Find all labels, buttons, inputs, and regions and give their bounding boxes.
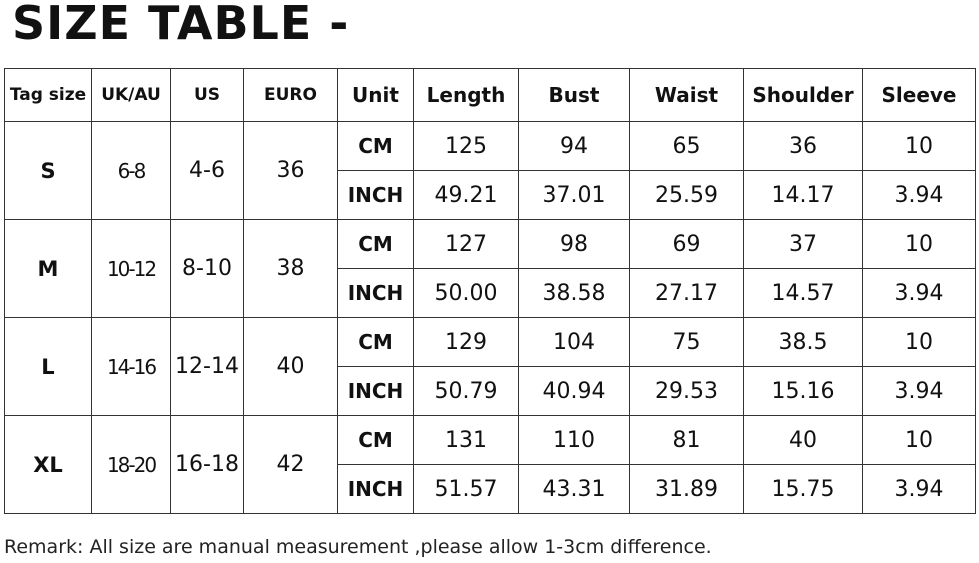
table-row: L 14-16 12-14 40 CM 129 104 75 38.5 10 [4, 317, 976, 416]
column-header: US [170, 68, 244, 122]
size-us: 12-14 [170, 317, 244, 416]
measurement-cell: 110 [518, 415, 630, 465]
unit-cell: INCH [337, 268, 414, 318]
measurement-cell: 3.94 [862, 268, 976, 318]
column-header: Bust [518, 68, 630, 122]
remark-text: Remark: All size are manual measurement … [4, 536, 712, 558]
unit-cell: INCH [337, 366, 414, 416]
table-row: S 6-8 4-6 36 CM 125 94 65 36 10 [4, 121, 976, 220]
header-row: Tag size UK/AU US EURO Unit Length Bust Waist Sh… [4, 68, 976, 122]
measurement-cell: 3.94 [862, 464, 976, 514]
measurement-cell: 10 [862, 317, 976, 367]
column-header: UK/AU [91, 68, 171, 122]
measurement-cell: 38.5 [743, 317, 863, 367]
measurement-cell: 29.53 [629, 366, 744, 416]
unit-cell: INCH [337, 170, 414, 220]
column-header: EURO [243, 68, 338, 122]
table-row: INCH 50.79 40.94 29.53 15.16 3.94 [5, 366, 976, 416]
measurement-cell: 69 [629, 219, 744, 269]
measurement-cell: 31.89 [629, 464, 744, 514]
size-euro: 36 [243, 121, 338, 220]
measurement-cell: 50.00 [413, 268, 519, 318]
unit-cell: CM [337, 317, 414, 367]
measurement-cell: 40 [743, 415, 863, 465]
measurement-cell: 81 [629, 415, 744, 465]
measurement-cell: 3.94 [862, 366, 976, 416]
measurement-cell: 125 [413, 121, 519, 171]
size-table: Tag size UK/AU US EURO Unit Length Bust Waist Sh… [4, 68, 976, 514]
column-header: Length [413, 68, 519, 122]
measurement-cell: 36 [743, 121, 863, 171]
measurement-cell: 15.16 [743, 366, 863, 416]
table-row: INCH 51.57 43.31 31.89 15.75 3.94 [5, 464, 976, 514]
size-us: 16-18 [170, 415, 244, 514]
size-tag: L [4, 317, 92, 416]
page-title: SIZE TABLE - [12, 0, 350, 50]
column-header: Shoulder [743, 68, 863, 122]
measurement-cell: 98 [518, 219, 630, 269]
measurement-cell: 50.79 [413, 366, 519, 416]
measurement-cell: 10 [862, 415, 976, 465]
size-uk: 14-16 [91, 317, 171, 416]
measurement-cell: 131 [413, 415, 519, 465]
measurement-cell: 15.75 [743, 464, 863, 514]
measurement-cell: 40.94 [518, 366, 630, 416]
measurement-cell: 27.17 [629, 268, 744, 318]
measurement-cell: 10 [862, 121, 976, 171]
unit-cell: CM [337, 219, 414, 269]
unit-cell: INCH [337, 464, 414, 514]
unit-cell: CM [337, 415, 414, 465]
size-us: 8-10 [170, 219, 244, 318]
table-row: M 10-12 8-10 38 CM 127 98 69 37 10 [4, 219, 976, 318]
column-header: Sleeve [862, 68, 976, 122]
size-uk: 6-8 [91, 121, 171, 220]
size-tag: S [4, 121, 92, 220]
measurement-cell: 38.58 [518, 268, 630, 318]
size-tag: XL [4, 415, 92, 514]
size-tag: M [4, 219, 92, 318]
measurement-cell: 65 [629, 121, 744, 171]
measurement-cell: 37.01 [518, 170, 630, 220]
table-row: INCH 50.00 38.58 27.17 14.57 3.94 [5, 268, 976, 318]
measurement-cell: 37 [743, 219, 863, 269]
size-uk: 10-12 [91, 219, 171, 318]
measurement-cell: 49.21 [413, 170, 519, 220]
measurement-cell: 94 [518, 121, 630, 171]
measurement-cell: 14.17 [743, 170, 863, 220]
size-us: 4-6 [170, 121, 244, 220]
measurement-cell: 51.57 [413, 464, 519, 514]
measurement-cell: 129 [413, 317, 519, 367]
measurement-cell: 10 [862, 219, 976, 269]
size-uk: 18-20 [91, 415, 171, 514]
table-row: XL 18-20 16-18 42 CM 131 110 81 40 10 [4, 415, 976, 514]
column-header: Waist [629, 68, 744, 122]
measurement-cell: 14.57 [743, 268, 863, 318]
measurement-cell: 75 [629, 317, 744, 367]
measurement-cell: 25.59 [629, 170, 744, 220]
column-header: Tag size [4, 68, 92, 122]
measurement-cell: 3.94 [862, 170, 976, 220]
unit-cell: CM [337, 121, 414, 171]
column-header: Unit [337, 68, 414, 122]
size-euro: 42 [243, 415, 338, 514]
measurement-cell: 127 [413, 219, 519, 269]
size-euro: 38 [243, 219, 338, 318]
measurement-cell: 43.31 [518, 464, 630, 514]
size-euro: 40 [243, 317, 338, 416]
measurement-cell: 104 [518, 317, 630, 367]
